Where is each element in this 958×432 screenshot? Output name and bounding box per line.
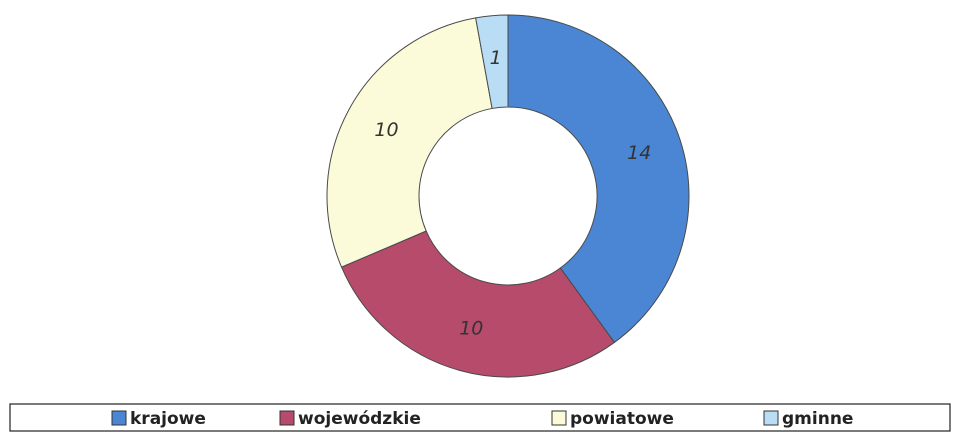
legend-swatch — [111, 410, 127, 426]
data-label: 10 — [459, 318, 483, 340]
donut-segment — [326, 17, 493, 268]
data-label: 1 — [490, 47, 502, 69]
data-label: 14 — [627, 142, 651, 164]
legend-swatch — [551, 410, 567, 426]
legend-label: powiatowe — [570, 409, 674, 429]
donut-segment — [340, 230, 616, 378]
legend-label: wojewódzkie — [298, 409, 421, 429]
donut-segment — [507, 14, 690, 344]
legend-label: krajowe — [130, 409, 206, 429]
legend-swatch — [763, 410, 779, 426]
data-label: 10 — [374, 119, 398, 141]
legend-box — [9, 403, 951, 432]
donut-segment — [475, 14, 509, 110]
legend-label: gminne — [782, 409, 853, 429]
legend-swatch — [279, 410, 295, 426]
